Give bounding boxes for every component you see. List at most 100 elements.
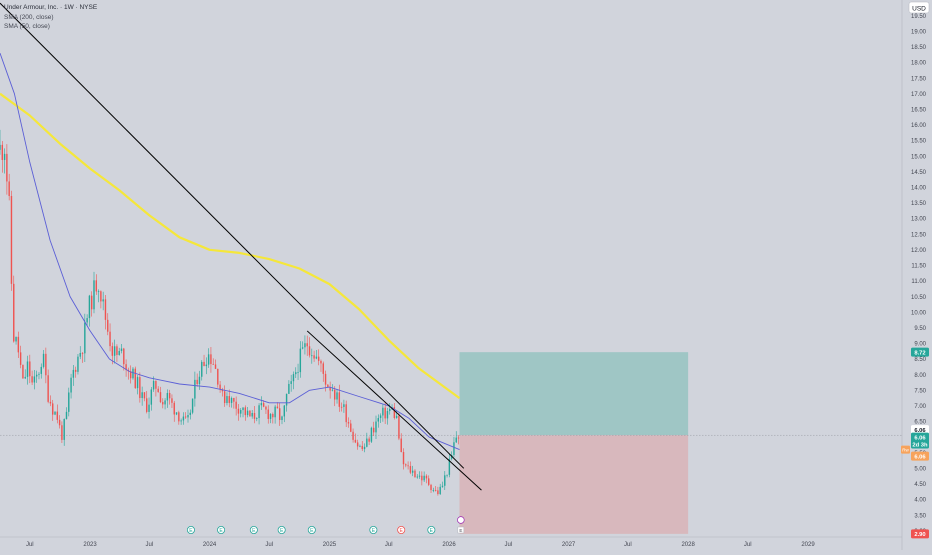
candle-body — [100, 291, 102, 302]
candle-body — [235, 401, 237, 409]
price-label: 6.06 — [911, 425, 929, 435]
candle — [113, 339, 116, 364]
candle — [370, 426, 373, 443]
candle-body — [375, 421, 377, 433]
candle — [226, 392, 228, 406]
y-tick-label: 17.00 — [911, 92, 927, 98]
candle — [45, 347, 47, 384]
candle-body — [201, 361, 203, 377]
candle — [308, 337, 311, 358]
candle — [356, 439, 359, 450]
candle-body — [15, 336, 17, 342]
candle-body — [402, 452, 405, 465]
legend-sma200[interactable]: SMA (200, close) — [4, 13, 54, 21]
candle — [132, 367, 134, 380]
candle-body — [184, 416, 187, 418]
candle-body — [42, 353, 45, 367]
candle-body — [242, 407, 244, 411]
legend-symbol[interactable]: Under Armour, Inc. · 1W · NYSE — [4, 4, 98, 11]
y-tick-label: 10.50 — [911, 295, 927, 301]
candle — [70, 373, 72, 399]
candle — [6, 144, 8, 195]
candle-body — [421, 475, 423, 481]
candle — [201, 360, 203, 381]
candle — [260, 396, 263, 410]
candle-body — [246, 410, 249, 416]
candle-body — [191, 398, 194, 413]
candle — [191, 398, 194, 415]
earnings-badge-label: E — [252, 528, 256, 534]
candle — [207, 348, 210, 368]
candle — [237, 404, 240, 421]
candle — [295, 367, 297, 379]
y-tick-label: 5.00 — [914, 467, 926, 473]
candle-body — [150, 389, 153, 405]
candle — [217, 368, 219, 388]
candle — [230, 396, 233, 408]
candle — [384, 401, 386, 424]
candle-body — [187, 415, 189, 418]
earnings-badge: E — [427, 526, 436, 535]
candle-body — [329, 387, 331, 391]
candle-body — [299, 348, 302, 373]
sma-tag-text: Rw — [902, 448, 909, 453]
candle — [446, 474, 448, 478]
x-tick-label: 2026 — [442, 542, 456, 548]
price-label: 6.06 — [911, 432, 929, 442]
candle — [164, 398, 166, 410]
candle — [33, 369, 36, 390]
candle-body — [210, 354, 212, 364]
candle-body — [155, 380, 157, 389]
y-tick-label: 8.00 — [914, 373, 926, 379]
candle-body — [102, 299, 104, 302]
candle — [340, 402, 343, 412]
candle-body — [253, 413, 256, 419]
trendline-2 — [306, 330, 482, 491]
candle — [379, 413, 382, 424]
candle-body — [189, 412, 192, 416]
candle — [194, 371, 196, 407]
candle-body — [214, 364, 217, 369]
candle-body — [6, 153, 8, 182]
candle — [405, 463, 407, 468]
candle — [361, 441, 363, 452]
candle-body — [93, 280, 95, 310]
legend-sma50[interactable]: SMA (50, close) — [4, 23, 50, 30]
candle-body — [336, 392, 338, 400]
candle-body — [315, 356, 318, 359]
candle — [148, 397, 150, 419]
candle — [42, 350, 45, 369]
candle — [233, 397, 235, 409]
candle — [123, 347, 125, 371]
candle-body — [285, 393, 288, 406]
earnings-badge-circle — [249, 526, 258, 535]
price-label: 8.72 — [911, 347, 929, 357]
candle — [414, 469, 416, 479]
candle-body — [141, 392, 143, 399]
candle — [359, 444, 361, 448]
candle — [100, 290, 102, 309]
candle — [400, 433, 402, 453]
candle-body — [223, 391, 226, 404]
candle — [313, 350, 315, 362]
price-label-box — [911, 347, 929, 357]
candle — [54, 411, 56, 416]
candle-body — [54, 411, 56, 415]
candle — [15, 336, 17, 345]
candle — [389, 403, 391, 415]
candle-body — [331, 389, 334, 391]
candle-body — [274, 406, 276, 418]
candle-body — [377, 418, 380, 422]
candle — [299, 341, 302, 378]
candle-body — [86, 318, 88, 323]
candle — [219, 381, 221, 393]
candle-body — [10, 196, 13, 284]
earnings-badge: E — [249, 526, 258, 535]
candle — [421, 471, 423, 486]
price-axis: 3.003.504.004.505.005.506.006.507.007.50… — [901, 0, 927, 550]
y-tick-label: 16.50 — [911, 107, 927, 113]
candle — [81, 352, 84, 363]
